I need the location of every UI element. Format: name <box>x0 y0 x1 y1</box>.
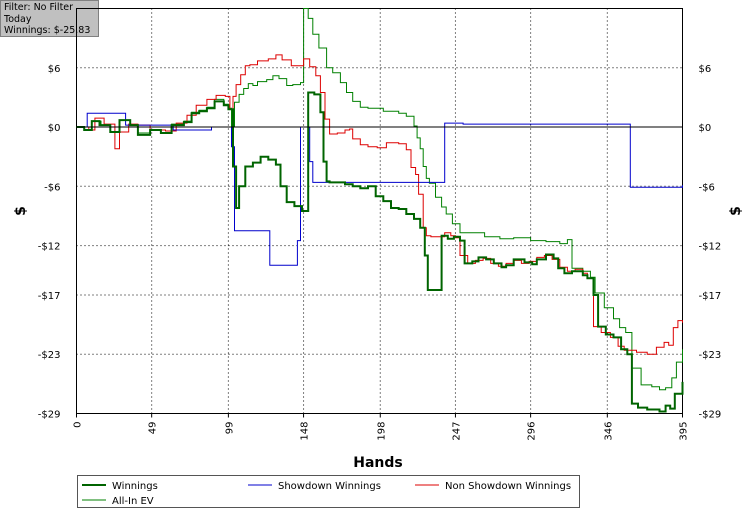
legend-frame <box>77 475 580 508</box>
series-line-showdown-winnings <box>76 112 683 266</box>
y-ticks-left: $6 $0 -$6 -$12 -$17 -$23 -$29 <box>38 64 61 421</box>
legend-label: All-In EV <box>112 496 154 507</box>
y-tick-label-right: -$23 <box>699 350 722 361</box>
x-tick-label: 395 <box>679 422 690 441</box>
y-axis-title-left: $ <box>13 206 29 216</box>
series-line-all-in-ev <box>76 8 683 391</box>
y-tick-label-right: -$12 <box>699 242 722 253</box>
y-tick-label-right: $0 <box>699 123 712 134</box>
filter-info-box: Filter: No Filter Today Winnings: $-25.8… <box>0 0 99 37</box>
x-tick-label: 198 <box>376 422 387 441</box>
x-tick-label: 99 <box>224 422 235 435</box>
legend: Winnings Showdown Winnings Non Showdown Wi… <box>77 475 580 508</box>
y-tick-label-right: -$6 <box>699 182 715 193</box>
y-tick-label-right: -$29 <box>699 410 722 421</box>
x-ticks: 0 49 99 148 198 247 296 346 395 <box>73 413 690 441</box>
y-tick-label-left: -$17 <box>38 291 61 302</box>
x-tick-label: 346 <box>603 422 614 441</box>
y-ticks-right: $6 $0 -$6 -$12 -$17 -$23 -$29 <box>699 64 722 421</box>
y-tick-label-left: -$6 <box>44 182 60 193</box>
x-tick-label: 0 <box>73 422 84 428</box>
y-tick-label-right: -$17 <box>699 291 722 302</box>
grid <box>76 8 683 414</box>
legend-label: Showdown Winnings <box>278 481 381 492</box>
y-tick-label-left: $0 <box>48 123 61 134</box>
y-tick-label-right: $6 <box>699 64 712 75</box>
legend-label: Winnings <box>112 481 158 492</box>
x-tick-label: 49 <box>148 422 159 435</box>
period-label: Today <box>4 13 32 25</box>
plot-frame <box>76 8 683 414</box>
y-tick-label-left: -$29 <box>38 410 61 421</box>
series-lines <box>76 8 684 413</box>
filter-label: Filter: No Filter <box>4 2 74 13</box>
winnings-summary: Winnings: $-25.83 <box>4 25 91 36</box>
series-line-winnings <box>76 91 684 413</box>
y-tick-label-left: $6 <box>48 64 61 75</box>
x-tick-label: 247 <box>451 422 462 441</box>
x-tick-label: 296 <box>527 422 538 441</box>
x-tick-label: 148 <box>300 422 311 441</box>
y-axis-title-right: $ <box>728 206 744 216</box>
legend-label: Non Showdown Winnings <box>445 481 571 492</box>
y-tick-label-left: -$23 <box>38 350 61 361</box>
series-line-non-showdown-winnings <box>76 54 683 355</box>
y-tick-label-left: -$12 <box>38 242 61 253</box>
x-axis-title: Hands <box>353 455 403 471</box>
